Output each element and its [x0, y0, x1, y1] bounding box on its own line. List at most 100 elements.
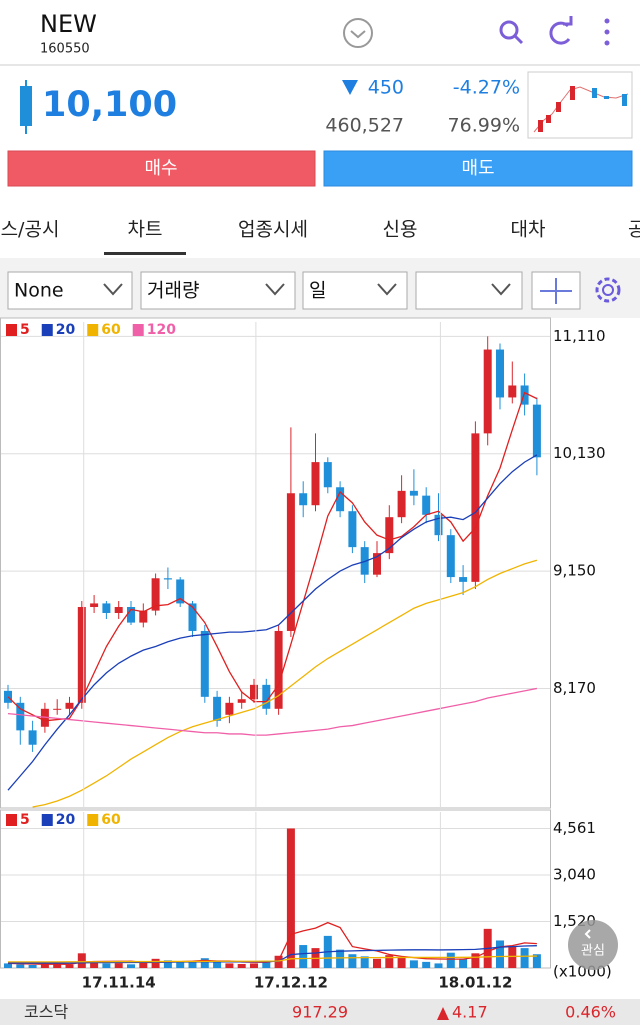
candle-body — [422, 495, 431, 515]
volume-ratio: 76.99% — [448, 115, 520, 137]
down-arrow — [342, 80, 358, 95]
tab[interactable]: 스/공시 — [1, 219, 60, 241]
sell-button[interactable] — [323, 150, 633, 187]
legend-swatch — [87, 324, 99, 336]
candle-body — [532, 404, 541, 458]
tab-bar — [0, 195, 640, 258]
x-tick-label: 17.11.14 — [82, 974, 156, 992]
volume-bar — [286, 828, 295, 968]
current-price: 10,100 — [42, 85, 177, 125]
volume-bar — [163, 960, 172, 968]
price-change: 450 — [368, 77, 404, 99]
empty-select[interactable] — [415, 271, 523, 310]
y-tick-label: 9,150 — [553, 562, 596, 580]
tab[interactable]: 차트 — [128, 219, 163, 241]
candle-body — [225, 702, 234, 715]
volume-bar — [200, 958, 209, 968]
tab-underline — [104, 252, 186, 255]
stock-code: 160550 — [40, 42, 90, 57]
volume-bar — [409, 960, 418, 968]
search-icon[interactable] — [499, 20, 524, 45]
buy-label: 매수 — [144, 158, 177, 179]
volume-bar — [188, 962, 197, 968]
footer — [0, 999, 640, 1025]
candle-body — [508, 385, 517, 398]
crosshair-button[interactable] — [531, 271, 581, 310]
tab[interactable]: 공 — [628, 219, 640, 241]
settings-button[interactable] — [595, 277, 621, 303]
candle-body — [65, 702, 74, 709]
candle-body — [385, 517, 394, 554]
favorite-button[interactable] — [568, 920, 618, 970]
volume-bar — [532, 954, 541, 968]
candle-body — [237, 699, 246, 703]
menu-icon[interactable] — [604, 18, 610, 46]
ma-line — [7, 454, 538, 791]
candle-body — [311, 462, 320, 506]
volume-bar — [90, 961, 99, 968]
candle-body — [90, 603, 99, 608]
candle-body — [200, 630, 209, 697]
x-tick-label: 17.12.12 — [254, 974, 328, 992]
candle-body — [28, 730, 37, 745]
candle-body — [496, 349, 504, 398]
dropdown-icon[interactable] — [343, 18, 373, 48]
candle-body — [323, 462, 332, 488]
volume-bar — [336, 949, 345, 968]
index-change-pct: 0.46% — [565, 1003, 616, 1022]
change-pct: -4.27% — [453, 77, 520, 99]
volume-bar — [28, 964, 37, 968]
volume-bar — [114, 963, 123, 968]
price-panel — [0, 317, 551, 809]
volume-bar — [459, 958, 468, 968]
indicator-select[interactable] — [7, 271, 133, 310]
legend-swatch — [132, 324, 144, 336]
candle-body — [434, 514, 443, 536]
tab[interactable]: 업종시세 — [238, 219, 308, 241]
volume-bar — [299, 945, 308, 968]
legend-swatch — [6, 814, 17, 826]
volume-bar — [446, 952, 455, 968]
candle-body — [373, 553, 381, 575]
volume-bar — [250, 963, 258, 968]
legend-label: 20 — [56, 322, 76, 338]
volume-bar — [225, 963, 234, 968]
legend-label: 20 — [56, 812, 76, 828]
legend-swatch — [41, 324, 53, 336]
candle-body — [250, 684, 258, 700]
volume-bar — [237, 964, 246, 968]
candle-body — [446, 535, 455, 578]
x-tick-label: 18.01.12 — [438, 974, 512, 992]
candle-body — [348, 511, 357, 548]
volume-bar — [471, 953, 480, 968]
volume-bar — [176, 961, 185, 968]
volume-bar — [422, 961, 431, 968]
volume-bar — [151, 958, 160, 968]
sub-indicator-select[interactable] — [140, 271, 296, 310]
volume-bar — [40, 963, 49, 968]
y-tick-label: 8,170 — [553, 679, 596, 697]
tab[interactable]: 신용 — [383, 219, 418, 241]
volume-bar — [127, 964, 135, 968]
candle-body — [336, 487, 345, 512]
volume-bar — [348, 954, 357, 968]
ma-line — [8, 955, 537, 963]
refresh-icon[interactable] — [549, 16, 573, 45]
candle-body — [139, 610, 148, 623]
y-tick-label: 3,040 — [553, 866, 596, 884]
volume-bar — [496, 940, 504, 968]
stock-name: NEW — [40, 10, 97, 38]
buy-button[interactable] — [7, 150, 316, 187]
candle-body — [163, 578, 172, 580]
ma-line — [7, 687, 538, 736]
mini-chart — [527, 71, 633, 139]
volume-bar — [508, 946, 517, 968]
tab[interactable]: 대차 — [511, 219, 546, 241]
chart-area — [0, 318, 640, 998]
volume-bar — [53, 964, 62, 968]
favorite-label: 관심 — [581, 944, 605, 959]
period-select[interactable] — [302, 271, 408, 310]
volume-bar — [262, 961, 271, 968]
volume-bar — [520, 948, 529, 968]
